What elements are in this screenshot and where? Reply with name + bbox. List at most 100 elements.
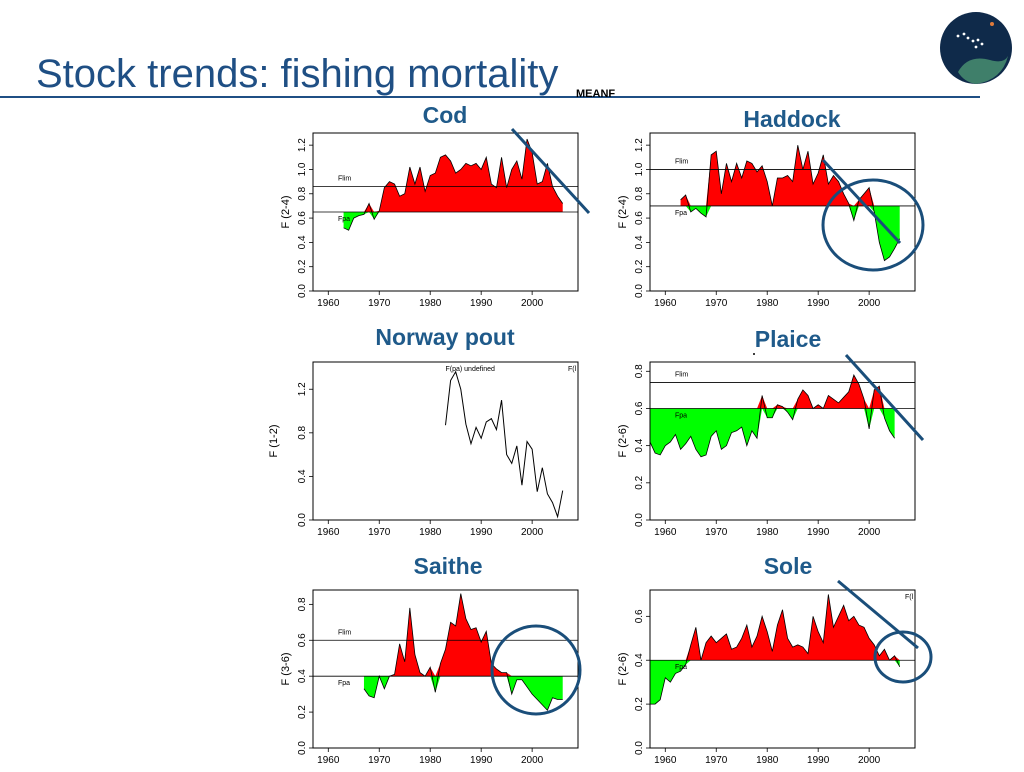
x-tick-label: 1960 [654,755,677,766]
y-tick-label: 0.2 [297,259,308,273]
y-tick-label: 0.6 [297,633,308,647]
y-tick-label: 0.6 [297,211,308,225]
y-tick-label: 0.4 [634,653,645,667]
y-tick-label: 0.2 [297,705,308,719]
x-tick-label: 1990 [807,527,830,538]
y-tick-label: 0.4 [297,235,308,249]
y-tick-label: 1.2 [634,138,645,152]
y-tick-label: 0.6 [634,211,645,225]
flim-label: Flim [675,371,688,378]
y-tick-label: 0.2 [634,697,645,711]
plot-frame [649,589,916,749]
y-tick-label: 0.0 [297,513,308,527]
plot-frame [649,361,916,521]
x-tick-label: 2000 [858,755,881,766]
x-tick-label: 2000 [521,298,544,309]
x-tick-label: 1990 [470,298,493,309]
cod-trend-annotation [510,127,591,215]
y-tick-label: 0.4 [634,235,645,249]
plaice-chart: Fpa Flim 1960 1970 1980 1990 2000 0.0 0.2 0.4 0.6 0… [617,361,916,538]
y-tick-label: 0.0 [297,741,308,755]
haddock-title: Haddock [743,106,841,132]
y-tick-label: 0.0 [297,284,308,298]
x-tick-label: 1990 [470,755,493,766]
x-tick-label: 1980 [756,527,779,538]
x-tick-label: 1990 [470,527,493,538]
sole-title: Sole [763,553,813,579]
x-tick-label: 1980 [756,298,779,309]
y-tick-label: 0.0 [634,284,645,298]
area-below-reference [650,660,900,705]
y-tick-label: 1.0 [634,162,645,176]
series-line [445,370,564,519]
y-tick-label: 1.2 [297,382,308,396]
y-tick-label: 0.8 [634,186,645,200]
x-tick-label: 1960 [317,755,340,766]
y-axis-label: F (3-6) [280,653,292,686]
y-tick-label: 0.4 [297,469,308,483]
flim-label: Flim [675,158,688,165]
y-tick-label: 0.2 [634,259,645,273]
plot-frame [312,361,579,521]
x-tick-label: 1970 [705,298,728,309]
fpa-label: Fpa [338,680,350,687]
sole-circle-annotation [873,630,933,684]
y-axis-label: F (1-2) [268,425,280,458]
plaice-title: Plaice [754,326,822,352]
series-line [649,373,895,458]
x-tick-label: 1980 [419,527,442,538]
fpa-label: Fpa [338,216,350,223]
y-tick-label: 1.2 [297,138,308,152]
norway-pout-title: Norway pout [375,324,515,350]
area-above-reference [680,145,900,206]
series-line [650,594,901,705]
area-below-reference [650,408,895,457]
title-underline [0,96,980,98]
y-axis-label: F (2-4) [280,196,292,229]
y-tick-label: 0.0 [634,741,645,755]
x-tick-label: 2000 [521,527,544,538]
norway-pout-chart: F(pa) undefined F(l 1960 1970 1980 1990 2000 0.… [268,361,579,538]
fpa-label: Fpa [675,412,687,419]
area-below-reference [680,205,900,261]
x-tick-label: 1990 [807,298,830,309]
y-tick-label: 0.8 [297,425,308,439]
haddock-chart: Fpa Flim 1960 1970 1980 1990 2000 0.0 0.2 0.4 0.6 0… [617,132,916,309]
y-tick-label: 0.2 [634,475,645,489]
x-tick-label: 1960 [317,527,340,538]
x-tick-label: 1990 [807,755,830,766]
x-tick-label: 1960 [317,298,340,309]
y-axis-label: F (2-6) [617,653,629,686]
haddock-trend-annotation [821,158,902,245]
area-above-reference [650,375,895,409]
area-above-reference [650,594,900,661]
y-tick-label: 0.4 [634,438,645,452]
plot-frame [649,132,916,292]
plot-frame [312,589,579,749]
y-tick-label: 0.8 [297,597,308,611]
flim-label: Flim [338,175,351,182]
plot-frame [312,132,579,292]
chart-annotation: F(l [905,594,914,601]
x-tick-label: 2000 [858,527,881,538]
flim-label: Flim [338,629,351,636]
series-line [680,145,901,262]
organization-logo-icon [940,12,1012,84]
cod-title: Cod [422,102,468,128]
saithe-circle-annotation [490,624,582,716]
x-tick-label: 1980 [419,298,442,309]
y-tick-label: 0.4 [297,669,308,683]
x-tick-label: 1970 [705,755,728,766]
cod-chart: Fpa Flim 1960 1970 1980 1990 2000 0.0 0.2 0.4 0.6 0… [280,132,579,309]
plaice-trend-annotation [844,353,925,442]
x-tick-label: 2000 [521,755,544,766]
x-tick-label: 1970 [368,755,391,766]
haddock-circle-annotation [821,178,925,272]
x-tick-label: 1960 [654,527,677,538]
y-axis-label: F (2-4) [617,196,629,229]
saithe-title: Saithe [413,553,483,579]
x-tick-label: 1970 [705,527,728,538]
y-axis-label: F (2-6) [617,425,629,458]
y-tick-label: 0.6 [634,609,645,623]
